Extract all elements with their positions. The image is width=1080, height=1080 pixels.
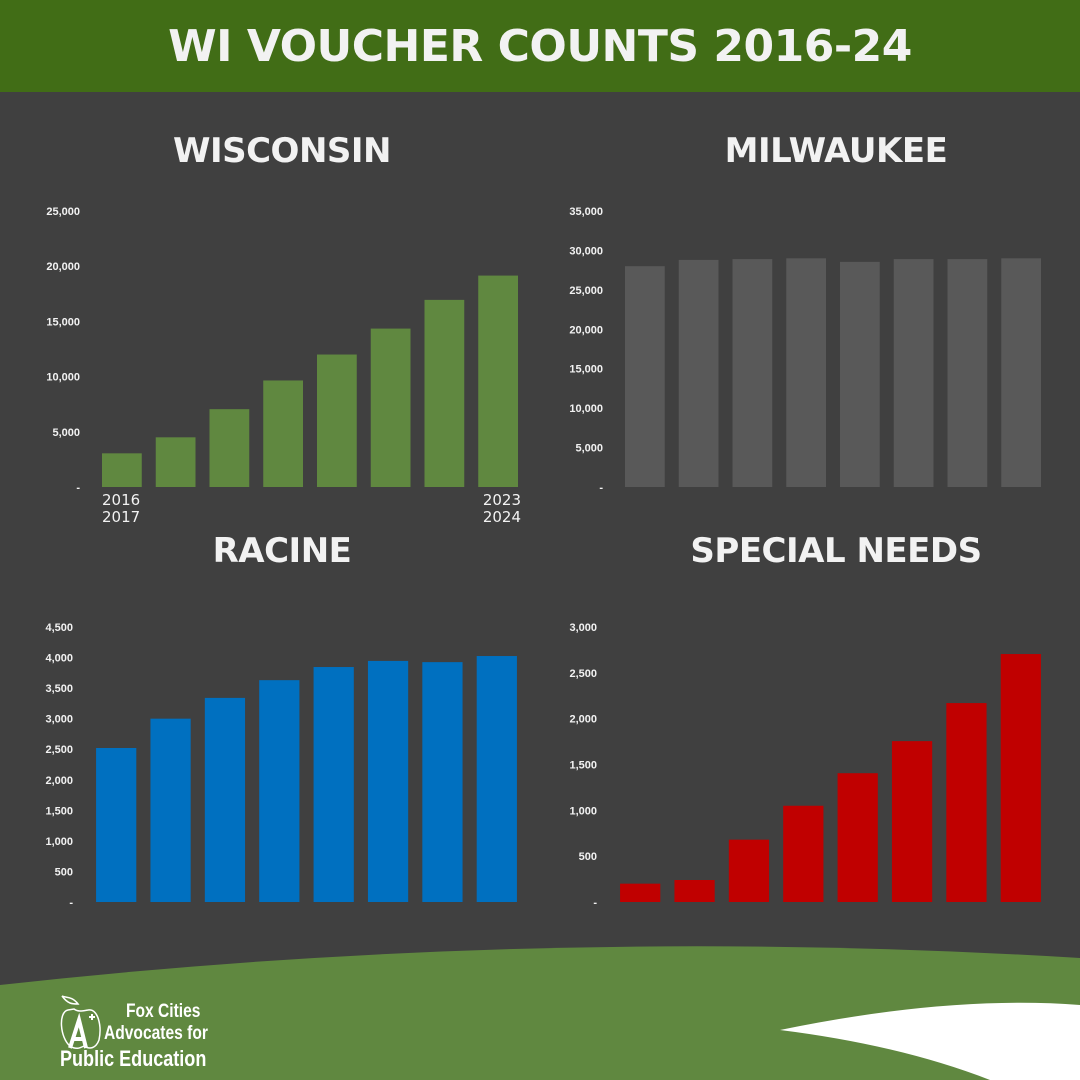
milwaukee-bar [786,258,827,487]
racine-y-tick-label: - [69,897,73,909]
chart-title-racine: RACINE [212,531,352,571]
wisconsin-x-tick-label: 2024 [483,508,521,526]
milwaukee-bar [732,259,773,487]
special-needs-y-tick-label: 1,000 [569,805,597,817]
racine-y-tick-label: 2,000 [45,775,73,787]
logo-line-1: Fox Cities [126,1001,201,1022]
special-needs-y-tick-label: 500 [579,851,597,863]
logo: Fox Cities Advocates for Public Educatio… [58,990,248,1074]
special-needs-bar [837,773,878,902]
special-needs-bar [783,805,824,902]
chart-title-special-needs: SPECIAL NEEDS [690,531,982,571]
milwaukee-y-tick-label: 25,000 [569,285,603,297]
milwaukee-bar [893,259,934,487]
special-needs-y-tick-label: 3,000 [569,622,597,634]
wisconsin-x-tick-label: 2017 [102,508,140,526]
milwaukee-bar [678,259,719,487]
racine-y-tick-label: 1,000 [45,836,73,848]
special-needs-y-tick-label: - [593,897,597,909]
logo-line-3: Public Education [60,1046,207,1071]
special-needs-bar [620,883,661,902]
milwaukee-y-tick-label: 15,000 [569,364,603,376]
racine-bar [259,680,300,902]
wisconsin-bar [263,380,304,487]
wisconsin-bar [370,328,411,487]
wisconsin-bar [101,453,142,487]
wisconsin-y-tick-label: 15,000 [46,316,80,328]
apple-logo-icon [60,995,101,1050]
milwaukee-bar [947,259,988,487]
milwaukee-bar [624,266,665,487]
special-needs-bar [674,880,715,902]
milwaukee-bar [839,261,880,487]
racine-y-tick-label: 3,000 [45,714,73,726]
wisconsin-x-tick-label: 2016 [102,491,140,509]
logo-line-2: Advocates for [104,1023,208,1044]
footer-white-wave [780,1002,1080,1080]
wisconsin-bar [424,299,465,487]
milwaukee-y-tick-label: - [599,482,603,494]
wisconsin-y-tick-label: 25,000 [46,206,80,218]
special-needs-y-tick-label: 1,500 [569,760,597,772]
milwaukee-y-tick-label: 35,000 [569,206,603,218]
racine-y-tick-label: 4,500 [45,622,73,634]
wisconsin-y-tick-label: - [76,482,80,494]
wisconsin-bar [155,437,196,487]
page-title: WI VOUCHER COUNTS 2016-24 [168,20,912,72]
wisconsin-bar [316,354,357,487]
wisconsin-x-tick-label: 2023 [483,491,521,509]
milwaukee-y-tick-label: 5,000 [575,443,603,455]
chart-title-wisconsin: WISCONSIN [172,131,392,171]
special-needs-bar [891,741,933,902]
wisconsin-y-tick-label: 10,000 [46,372,80,384]
racine-bar [422,662,463,902]
racine-bar [150,718,191,902]
racine-y-tick-label: 1,500 [45,805,73,817]
wisconsin-bar [478,275,519,487]
header-banner: WI VOUCHER COUNTS 2016-24 [0,0,1080,92]
special-needs-bar [946,703,987,902]
milwaukee-y-tick-label: 10,000 [569,403,603,415]
racine-y-tick-label: 3,500 [45,683,73,695]
racine-bar [204,697,246,902]
milwaukee-y-tick-label: 30,000 [569,245,603,257]
racine-bar [313,667,354,902]
special-needs-bar [1000,654,1041,902]
racine-y-tick-label: 500 [55,866,73,878]
wisconsin-bar [209,409,250,487]
chart-title-milwaukee: MILWAUKEE [724,131,948,171]
racine-bar [476,656,517,902]
racine-y-tick-label: 2,500 [45,744,73,756]
special-needs-bar [728,839,770,902]
milwaukee-y-tick-label: 20,000 [569,324,603,336]
racine-y-tick-label: 4,000 [45,653,73,665]
footer-green-wave [0,946,1080,1080]
wisconsin-y-tick-label: 5,000 [52,427,80,439]
racine-bar [96,748,137,902]
special-needs-y-tick-label: 2,000 [569,714,597,726]
milwaukee-bar [1001,258,1042,487]
special-needs-y-tick-label: 2,500 [569,668,597,680]
racine-bar [367,660,409,902]
wisconsin-y-tick-label: 20,000 [46,261,80,273]
